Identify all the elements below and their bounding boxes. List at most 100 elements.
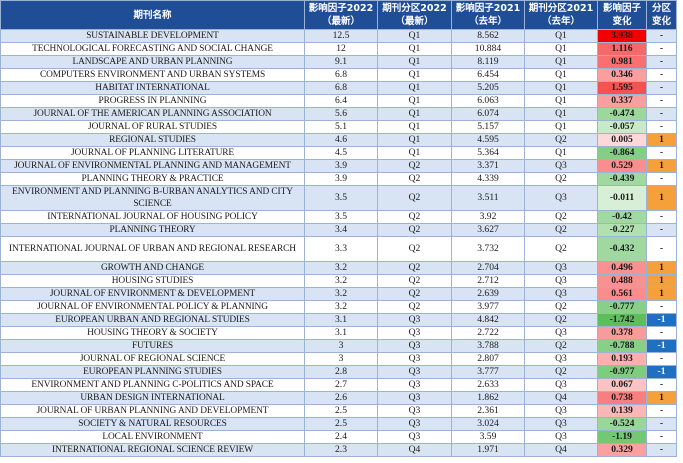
cell-if-2022: 12 — [304, 42, 378, 56]
cell-journal-name: JOURNAL OF THE AMERICAN PLANNING ASSOCIA… — [0, 107, 305, 121]
table-row[interactable]: JOURNAL OF ENVIRONMENT & DEVELOPMENT 3.2 Q… — [0, 287, 677, 301]
table-row[interactable]: LOCAL ENVIRONMENT 2.4 Q3 3.59 Q3 -1.19- — [0, 430, 677, 444]
cell-if-change: 0.378 — [597, 326, 647, 340]
table-row[interactable]: FUTURES 3 Q3 3.788 Q2 -0.788 -1 — [0, 339, 677, 353]
cell-if-2021: 2.712 — [451, 274, 525, 288]
col-header-q2022[interactable]: 期刊分区2022 （最新） — [377, 0, 452, 30]
table-row[interactable]: HABITAT INTERNATIONAL 6.8 Q1 5.205 Q1 1.595- — [0, 81, 677, 95]
cell-quartile-2021: Q2 — [524, 172, 598, 186]
cell-if-change: -0.227 — [597, 223, 647, 237]
cell-if-2022: 2.8 — [304, 365, 378, 379]
table-row[interactable]: PROGRESS IN PLANNING 6.4 Q1 6.063 Q1 0.337- — [0, 94, 677, 108]
cell-if-change: -0.788 — [597, 339, 647, 353]
cell-journal-name: INTERNATIONAL JOURNAL OF HOUSING POLICY — [0, 210, 305, 224]
cell-if-2021: 6.074 — [451, 107, 525, 121]
table-row[interactable]: JOURNAL OF ENVIRONMENTAL POLICY & PLANNI… — [0, 300, 677, 314]
cell-quartile-change: - — [646, 404, 677, 418]
cell-journal-name: LANDSCAPE AND URBAN PLANNING — [0, 55, 305, 69]
cell-if-2022: 3 — [304, 352, 378, 366]
cell-if-change: -0.524 — [597, 417, 647, 431]
cell-quartile-change: 1 — [646, 261, 677, 275]
table-row[interactable]: GROWTH AND CHANGE 3.2 Q2 2.704 Q3 0.496 1 — [0, 261, 677, 275]
cell-if-change: 0.496 — [597, 261, 647, 275]
header-row: 期刊名称 影响因子2022 （最新） 期刊分区2022 （最新） 影响因子2021 （… — [0, 0, 677, 30]
table-row[interactable]: EUROPEAN URBAN AND REGIONAL STUDIES 3.1 Q3… — [0, 313, 677, 327]
cell-if-2022: 3.1 — [304, 326, 378, 340]
table-row[interactable]: PLANNING THEORY 3.4 Q2 3.627 Q2 -0.227- — [0, 223, 677, 237]
table-row[interactable]: INTERNATIONAL REGIONAL SCIENCE REVIEW 2.3… — [0, 443, 677, 457]
cell-quartile-2022: Q3 — [377, 313, 452, 327]
table-row[interactable]: LANDSCAPE AND URBAN PLANNING 9.1 Q1 8.119 Q1… — [0, 55, 677, 69]
cell-quartile-2022: Q2 — [377, 172, 452, 186]
cell-quartile-change: - — [646, 378, 677, 392]
table-row[interactable]: SOCIETY & NATURAL RESOURCES 2.5 Q3 3.024 Q3-… — [0, 417, 677, 431]
cell-quartile-2021: Q3 — [524, 417, 598, 431]
cell-quartile-change: - — [646, 172, 677, 186]
col-header-if2022[interactable]: 影响因子2022 （最新） — [304, 0, 378, 30]
table-row[interactable]: JOURNAL OF PLANNING LITERATURE 4.5 Q1 5.364… — [0, 146, 677, 160]
cell-quartile-2022: Q3 — [377, 365, 452, 379]
cell-quartile-2021: Q1 — [524, 42, 598, 56]
cell-quartile-2021: Q4 — [524, 391, 598, 405]
table-row[interactable]: ENVIRONMENT AND PLANNING C-POLITICS AND … — [0, 378, 677, 392]
cell-if-change: 0.067 — [597, 378, 647, 392]
cell-if-2021: 4.339 — [451, 172, 525, 186]
table-row[interactable]: JOURNAL OF REGIONAL SCIENCE 3 Q3 2.807 Q3 0.1… — [0, 352, 677, 366]
cell-journal-name: ENVIRONMENT AND PLANNING C-POLITICS AND … — [0, 378, 305, 392]
table-row[interactable]: JOURNAL OF RURAL STUDIES 5.1 Q1 5.157 Q1 -0.0… — [0, 120, 677, 134]
col-header-delta[interactable]: 影响因子 变化 — [597, 0, 647, 30]
cell-quartile-change: - — [646, 107, 677, 121]
cell-journal-name: PLANNING THEORY & PRACTICE — [0, 172, 305, 186]
col-header-name[interactable]: 期刊名称 — [0, 0, 305, 30]
cell-quartile-2022: Q2 — [377, 159, 452, 173]
cell-if-2022: 3.2 — [304, 287, 378, 301]
cell-quartile-2022: Q2 — [377, 223, 452, 237]
table-row[interactable]: SUSTAINABLE DEVELOPMENT 12.5 Q1 8.562 Q1 3.93… — [0, 29, 677, 43]
cell-journal-name: HOUSING THEORY & SOCIETY — [0, 326, 305, 340]
cell-quartile-2021: Q2 — [524, 210, 598, 224]
journal-table: 期刊名称 影响因子2022 （最新） 期刊分区2022 （最新） 影响因子2021 （… — [0, 0, 677, 457]
table-row[interactable]: COMPUTERS ENVIRONMENT AND URBAN SYSTEMS 6… — [0, 68, 677, 82]
cell-quartile-2022: Q1 — [377, 68, 452, 82]
table-row[interactable]: TECHNOLOGICAL FORECASTING AND SOCIAL CHA… — [0, 42, 677, 56]
table-row[interactable]: ENVIRONMENT AND PLANNING B-URBAN ANALYTI… — [0, 185, 677, 211]
cell-quartile-2022: Q2 — [377, 261, 452, 275]
table-row[interactable]: JOURNAL OF THE AMERICAN PLANNING ASSOCIA… — [0, 107, 677, 121]
cell-if-2021: 3.732 — [451, 236, 525, 262]
cell-journal-name: JOURNAL OF ENVIRONMENTAL PLANNING AND MA… — [0, 159, 305, 173]
cell-quartile-2022: Q3 — [377, 326, 452, 340]
cell-quartile-2021: Q3 — [524, 159, 598, 173]
cell-quartile-2021: Q3 — [524, 185, 598, 211]
cell-if-2021: 3.511 — [451, 185, 525, 211]
cell-journal-name: JOURNAL OF REGIONAL SCIENCE — [0, 352, 305, 366]
table-row[interactable]: REGIONAL STUDIES 4.6 Q1 4.595 Q2 0.005 1 — [0, 133, 677, 147]
table-row[interactable]: HOUSING STUDIES 3.2 Q2 2.712 Q3 0.488 1 — [0, 274, 677, 288]
table-row[interactable]: INTERNATIONAL JOURNAL OF HOUSING POLICY 3… — [0, 210, 677, 224]
cell-if-2022: 3.9 — [304, 159, 378, 173]
cell-if-2021: 3.788 — [451, 339, 525, 353]
cell-if-2021: 3.024 — [451, 417, 525, 431]
cell-if-2021: 4.842 — [451, 313, 525, 327]
col-header-q2021[interactable]: 期刊分区2021 （去年） — [524, 0, 598, 30]
col-header-qchange[interactable]: 分区 变化 — [646, 0, 677, 30]
cell-quartile-2022: Q1 — [377, 55, 452, 69]
table-row[interactable]: HOUSING THEORY & SOCIETY 3.1 Q3 2.722 Q3 0.37… — [0, 326, 677, 340]
cell-quartile-change: 1 — [646, 185, 677, 211]
cell-if-change: -0.777 — [597, 300, 647, 314]
col-header-if2021[interactable]: 影响因子2021 （去年） — [451, 0, 525, 30]
cell-if-2021: 2.639 — [451, 287, 525, 301]
cell-if-2022: 3.3 — [304, 236, 378, 262]
cell-if-change: 1.116 — [597, 42, 647, 56]
cell-if-2022: 2.4 — [304, 430, 378, 444]
table-row[interactable]: JOURNAL OF ENVIRONMENTAL PLANNING AND MA… — [0, 159, 677, 173]
cell-quartile-2022: Q1 — [377, 133, 452, 147]
table-row[interactable]: JOURNAL OF URBAN PLANNING AND DEVELOPMEN… — [0, 404, 677, 418]
table-row[interactable]: INTERNATIONAL JOURNAL OF URBAN AND REGIO… — [0, 236, 677, 262]
table-row[interactable]: EUROPEAN PLANNING STUDIES 2.8 Q3 3.777 Q2 -0.… — [0, 365, 677, 379]
cell-quartile-2022: Q3 — [377, 391, 452, 405]
cell-if-2021: 3.777 — [451, 365, 525, 379]
cell-quartile-2022: Q1 — [377, 29, 452, 43]
cell-if-2022: 3.9 — [304, 172, 378, 186]
table-row[interactable]: PLANNING THEORY & PRACTICE 3.9 Q2 4.339 Q2 -0… — [0, 172, 677, 186]
table-row[interactable]: URBAN DESIGN INTERNATIONAL 2.6 Q3 1.862 Q4 0.… — [0, 391, 677, 405]
